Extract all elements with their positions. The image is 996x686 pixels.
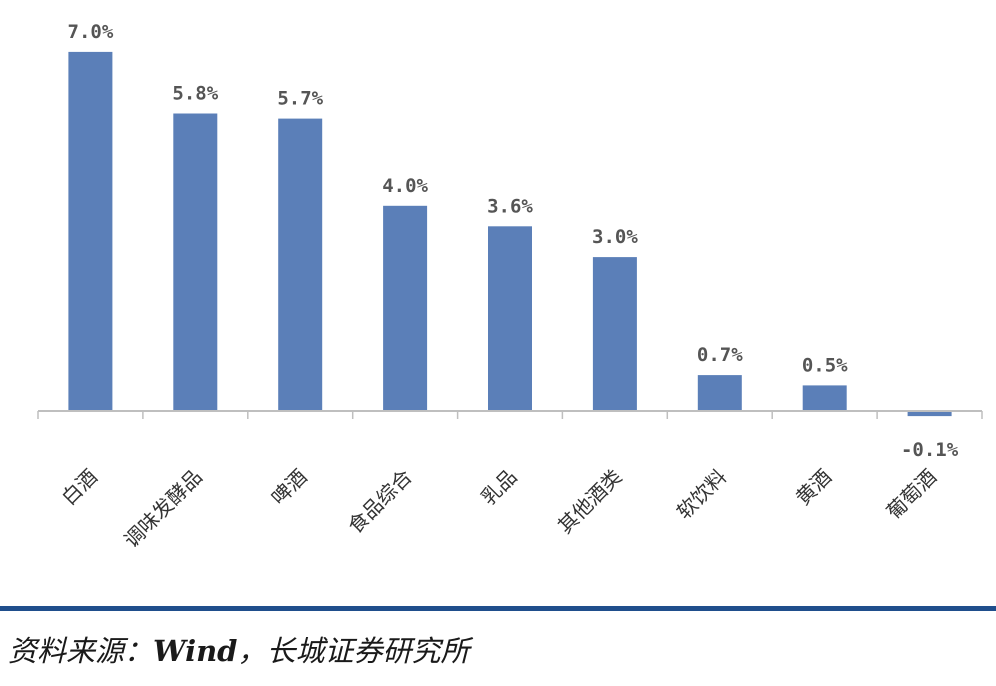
data-label-8: -0.1% [901,439,959,461]
data-label-2: 5.7% [277,88,323,110]
bar-8 [907,411,952,417]
category-label-5: 其他酒类 [553,465,627,539]
category-label-1: 调味发酵品 [119,465,207,553]
category-label-2: 啤酒 [266,465,311,510]
bar-7 [802,385,847,411]
category-label-4: 乳品 [476,465,521,510]
bar-6 [697,375,742,411]
data-label-3: 4.0% [382,175,428,197]
data-label-1: 5.8% [172,83,218,105]
category-label-3: 食品综合 [343,465,417,539]
data-label-7: 0.5% [802,354,848,376]
data-label-6: 0.7% [697,344,743,366]
bar-3 [383,205,428,411]
category-label-7: 黄酒 [791,465,836,510]
source-suffix: ，长城证券研究所 [237,634,470,668]
source-note: 资料来源：Wind，长城证券研究所 [8,628,469,670]
bar-5 [592,257,637,411]
category-label-0: 白酒 [57,465,102,510]
bar-0 [68,51,113,412]
footer-divider [0,606,996,611]
data-label-4: 3.6% [487,195,533,217]
data-label-0: 7.0% [68,21,114,43]
source-brand: Wind [153,634,238,668]
category-label-8: 葡萄酒 [882,465,941,524]
data-label-5: 3.0% [592,226,638,248]
category-label-6: 软饮料 [672,465,731,524]
bar-4 [488,226,532,411]
bar-1 [173,113,218,411]
bar-chart: 7.0% 5.8% 5.7% 4.0% 3.6% 3.0% 0.7% 0.5% -0.1% 白酒调… [37,21,983,553]
source-prefix: 资料来源： [8,634,154,668]
bar-2 [278,118,323,411]
